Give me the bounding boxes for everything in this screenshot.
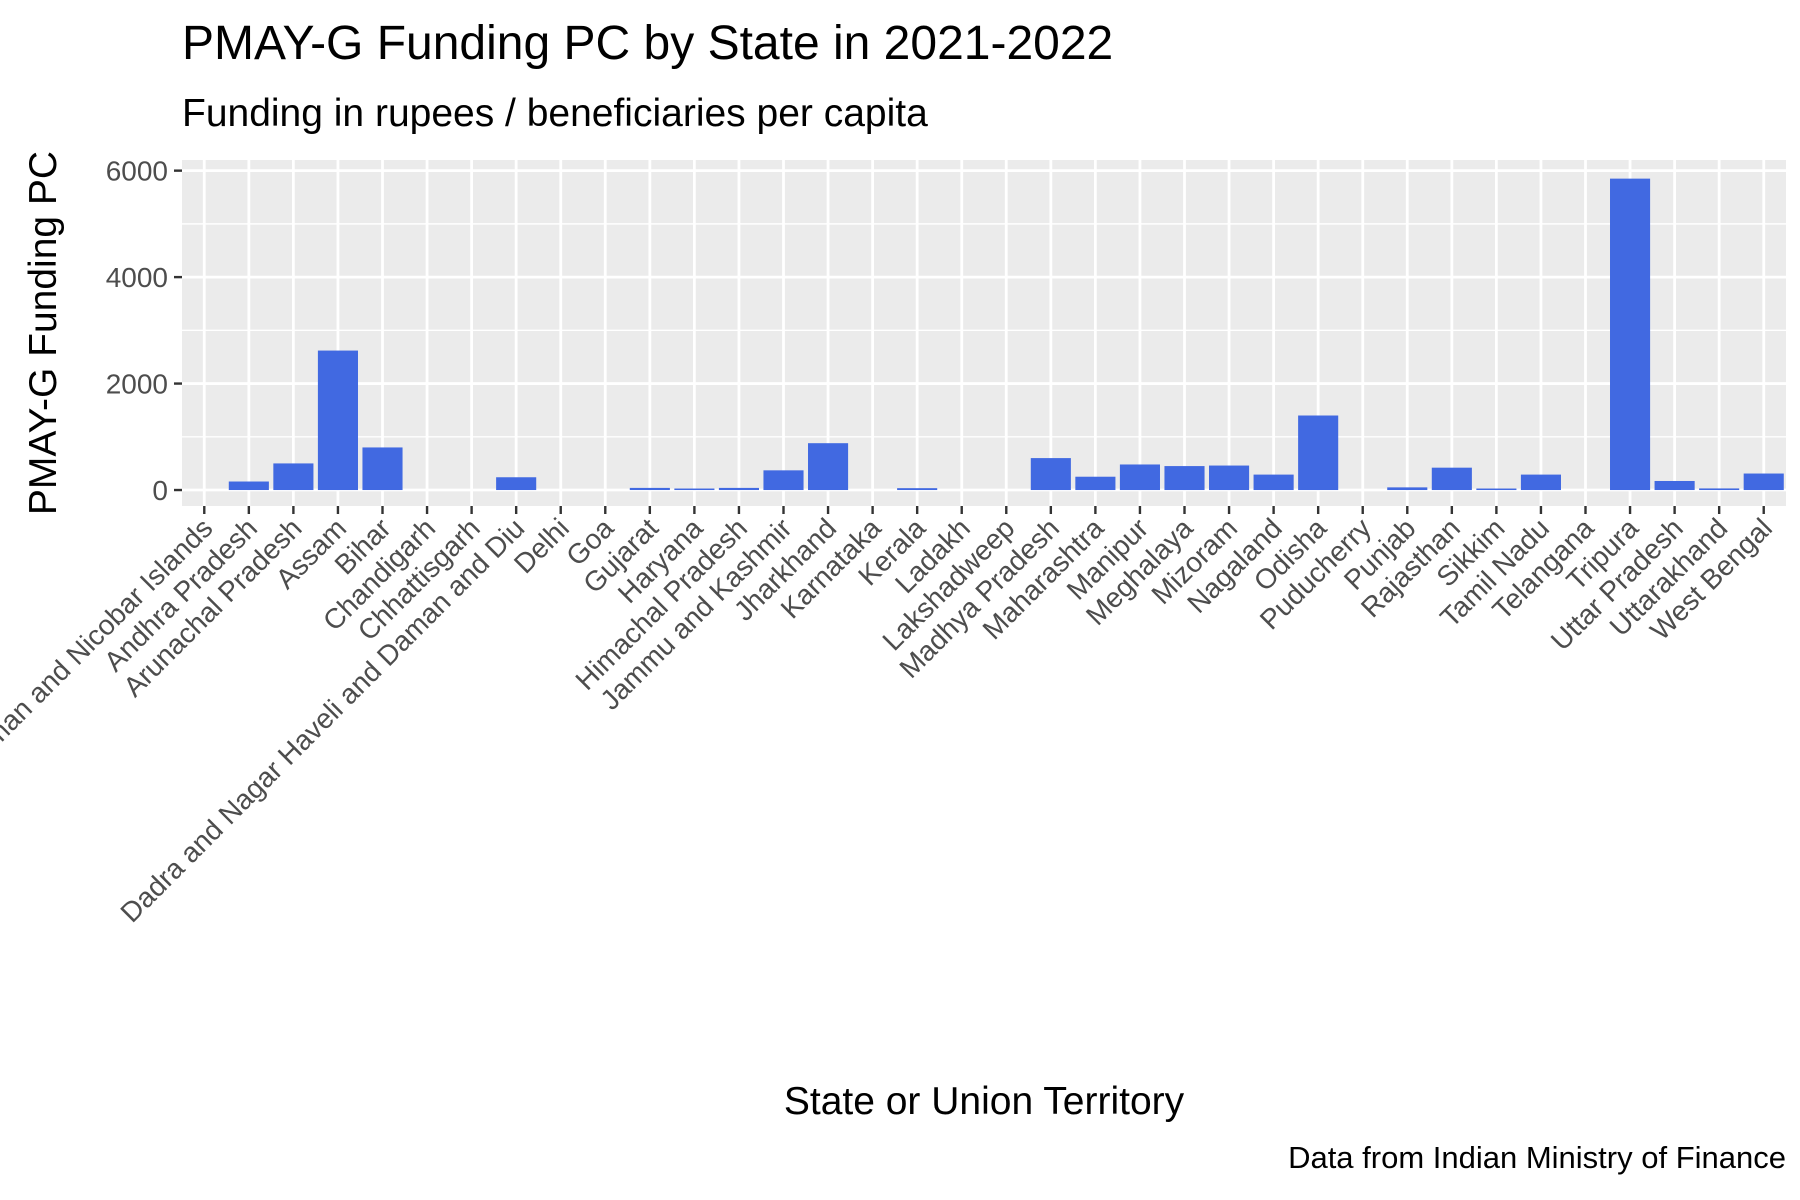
chart-title: PMAY-G Funding PC by State in 2021-2022 [182,17,1114,70]
bar-12 [718,487,759,491]
bar-3 [317,350,358,491]
chart-subtitle: Funding in rupees / beneficiaries per ca… [182,92,928,135]
bar-11 [674,488,715,491]
bar-2 [273,463,314,491]
bar-10 [629,487,670,491]
bar-16 [897,488,938,491]
bar-22 [1164,466,1205,491]
bar-23 [1209,465,1250,491]
bar-4 [362,447,403,491]
bar-21 [1119,464,1160,491]
bar-20 [1075,476,1116,491]
bar-29 [1476,488,1517,491]
bar-33 [1654,480,1695,491]
bar-13 [763,470,804,491]
bar-32 [1610,178,1651,491]
y-tick-label: 2000 [106,369,168,400]
bar-25 [1298,415,1339,491]
y-tick-label: 4000 [106,262,168,293]
chart-caption: Data from Indian Ministry of Finance [1288,1140,1786,1175]
bar-1 [228,481,269,491]
bar-19 [1030,458,1071,491]
y-tick-label: 6000 [106,156,168,187]
bar-14 [808,443,849,491]
y-tick-label: 0 [152,475,168,506]
y-axis-title: PMAY-G Funding PC [22,151,65,515]
bar-27 [1387,487,1428,491]
x-axis-title: State or Union Territory [784,1080,1185,1123]
bar-24 [1253,474,1294,491]
bar-7 [496,477,537,491]
bar-30 [1520,474,1561,491]
plot-panel [182,160,1786,506]
bar-35 [1743,473,1784,491]
bar-34 [1699,488,1740,491]
bar-28 [1431,467,1472,491]
